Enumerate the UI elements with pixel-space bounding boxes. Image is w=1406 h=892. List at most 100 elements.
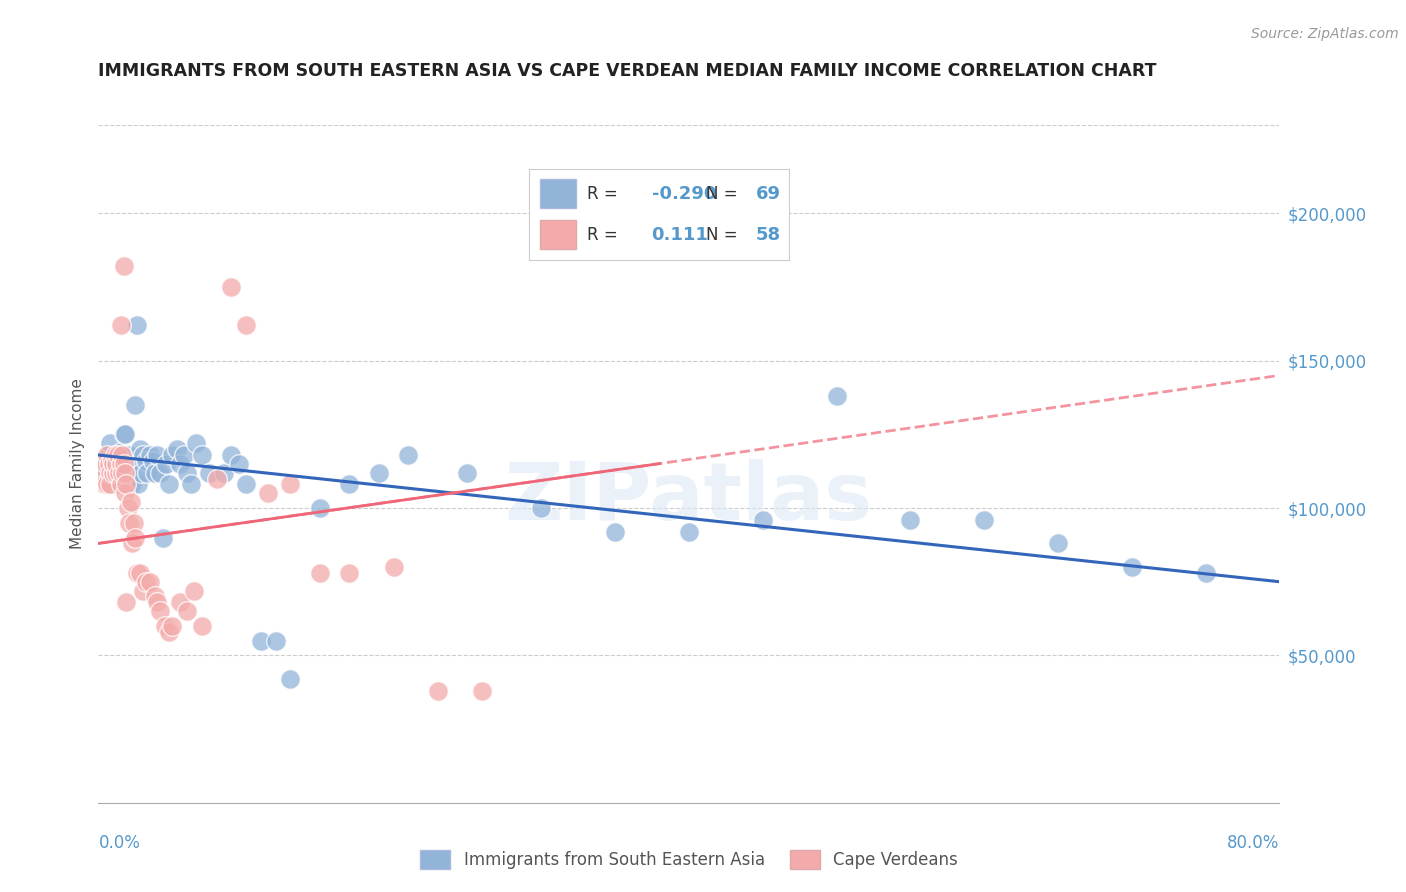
Point [128,442,150,456]
Point [155,457,177,471]
Point [169,457,191,471]
Point [973,513,995,527]
Text: N =: N = [706,185,742,202]
Point [396,448,419,462]
Point [219,448,242,462]
Point [121,477,143,491]
Point [678,524,700,539]
Point [136,466,159,480]
Point [91,466,114,480]
Point [110,477,132,491]
Point [112,457,135,471]
Text: 0.0%: 0.0% [98,834,141,852]
Point [129,466,152,480]
Point [96,448,118,462]
Point [110,457,132,471]
Text: 0.111: 0.111 [651,226,709,244]
Text: R =: R = [586,226,623,244]
Point [118,448,141,462]
Point [166,442,188,456]
Point [176,604,198,618]
Point [368,466,391,480]
Point [157,477,180,491]
Point [94,457,117,471]
Text: IMMIGRANTS FROM SOUTH EASTERN ASIA VS CAPE VERDEAN MEDIAN FAMILY INCOME CORRELAT: IMMIGRANTS FROM SOUTH EASTERN ASIA VS CA… [98,62,1157,80]
Point [191,448,214,462]
Point [111,466,134,480]
Point [114,427,136,442]
Point [152,531,174,545]
Point [146,448,169,462]
Point [107,448,129,462]
Point [149,604,172,618]
Point [97,457,120,471]
FancyBboxPatch shape [540,179,576,209]
Text: -0.290: -0.290 [651,185,716,202]
Point [135,574,157,589]
Point [235,477,257,491]
Point [105,466,128,480]
Point [94,457,117,471]
Point [104,466,127,480]
Point [530,501,553,516]
Point [278,477,302,491]
Point [120,495,142,509]
Point [456,466,478,480]
Point [112,260,135,274]
Point [96,477,118,491]
Text: 58: 58 [755,226,780,244]
Point [103,466,125,480]
Point [309,566,332,580]
Point [103,457,125,471]
Point [825,389,848,403]
Text: 80.0%: 80.0% [1227,834,1279,852]
Point [104,448,127,462]
Text: R =: R = [586,185,623,202]
Point [139,448,162,462]
Point [146,595,169,609]
Point [219,280,242,294]
Point [121,536,143,550]
Point [117,501,139,516]
Point [96,466,118,480]
Point [128,566,150,580]
Point [132,583,155,598]
FancyBboxPatch shape [540,220,576,250]
Point [139,574,162,589]
Point [339,477,360,491]
Point [1046,536,1069,550]
Point [98,477,121,491]
Point [108,454,131,468]
Text: ZIPatlas: ZIPatlas [505,458,873,537]
Point [143,590,166,604]
Point [124,531,146,545]
Point [115,477,138,491]
Point [105,448,128,462]
Point [125,318,148,333]
Point [157,624,180,639]
Point [105,457,128,471]
Legend: Immigrants from South Eastern Asia, Cape Verdeans: Immigrants from South Eastern Asia, Cape… [413,843,965,876]
Point [1121,560,1143,574]
Point [100,477,122,491]
Point [135,454,157,468]
Point [122,516,145,530]
Point [111,466,134,480]
Point [162,619,183,633]
Point [108,472,131,486]
Point [339,566,360,580]
Point [117,457,139,471]
Point [100,454,122,468]
Point [900,513,922,527]
Point [180,477,202,491]
Point [235,318,257,333]
Point [264,633,287,648]
Point [471,683,494,698]
Point [110,445,132,459]
Point [120,472,142,486]
Point [114,486,136,500]
Point [114,466,136,480]
Point [169,595,191,609]
Point [107,463,129,477]
Point [212,466,235,480]
